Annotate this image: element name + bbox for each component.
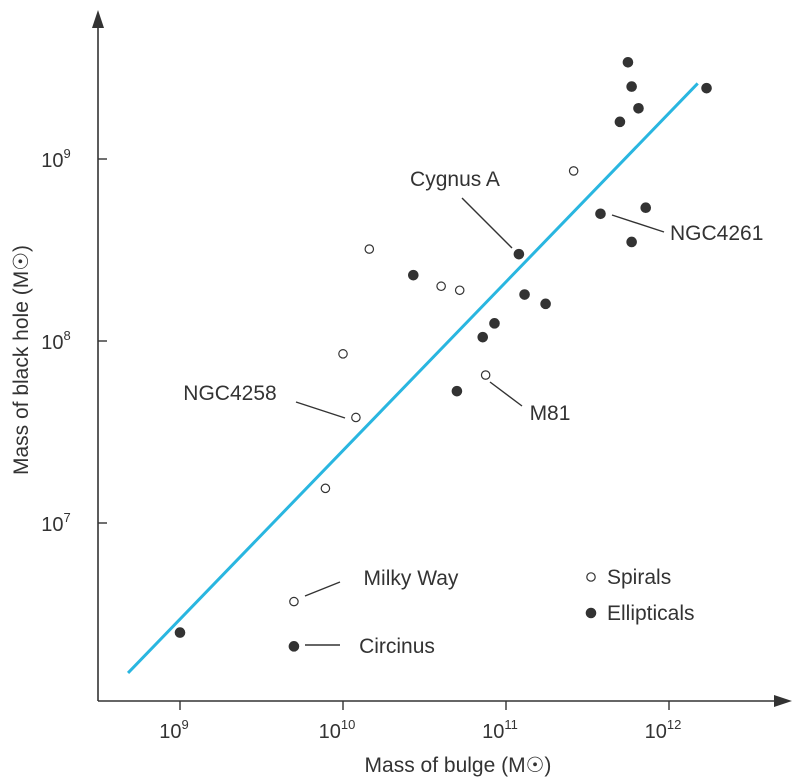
x-tick-label: 1010 — [319, 717, 356, 743]
y-ticks: 107 108 109 — [41, 146, 107, 536]
legend: Spirals Ellipticals — [585, 566, 695, 625]
spiral-point — [364, 244, 375, 254]
x-axis-arrow — [774, 695, 792, 707]
x-tick-label: 1012 — [645, 717, 682, 743]
elliptical-point — [174, 627, 186, 638]
annotation-leader — [611, 214, 665, 233]
annotation-label: NGC4261 — [670, 222, 763, 245]
annotation-label: Milky Way — [364, 567, 459, 590]
elliptical-point — [595, 208, 606, 220]
spiral-point — [289, 596, 299, 607]
annotation-label: NGC4258 — [183, 382, 276, 405]
spiral-point — [338, 349, 348, 359]
spiral-point — [320, 483, 331, 494]
spiral-point — [436, 281, 446, 292]
y-tick-label: 107 — [41, 510, 70, 536]
annotation-label: M81 — [530, 402, 571, 425]
x-tick-label: 1011 — [482, 717, 518, 743]
legend-marker-spirals — [586, 572, 596, 582]
elliptical-point — [622, 56, 634, 68]
spiral-point — [568, 166, 579, 176]
elliptical-point — [640, 202, 652, 214]
y-tick-label: 109 — [41, 146, 70, 172]
annotation-leaders — [295, 197, 665, 646]
annotation-leader — [489, 381, 523, 407]
elliptical-point — [614, 116, 626, 128]
y-tick-label: 108 — [41, 328, 70, 354]
spiral-point — [454, 285, 465, 296]
annotation-leader — [304, 581, 341, 597]
legend-label-ellipticals: Ellipticals — [607, 602, 695, 625]
elliptical-point — [477, 331, 489, 343]
elliptical-point — [701, 82, 712, 94]
elliptical-point — [626, 81, 637, 92]
x-ticks: 109 1010 1011 1012 — [159, 701, 681, 743]
spiral-point — [351, 412, 361, 423]
elliptical-point — [633, 102, 644, 114]
x-axis-title: Mass of bulge (M☉) — [365, 754, 552, 777]
annotation-label: Circinus — [359, 635, 435, 658]
annotation-leader — [295, 401, 346, 419]
annotations: Cygnus A NGC4261 NGC4258 M81 Milky Way Circin… — [183, 168, 763, 658]
elliptical-point — [513, 248, 525, 260]
elliptical-point — [519, 289, 530, 300]
annotation-leader — [461, 197, 513, 249]
axes — [92, 10, 792, 707]
annotation-label: Cygnus A — [410, 168, 500, 191]
spiral-point — [480, 370, 491, 380]
elliptical-point — [489, 318, 500, 329]
fit-line — [126, 82, 699, 674]
elliptical-point — [451, 385, 463, 397]
y-axis-arrow — [92, 10, 104, 28]
data-points — [174, 56, 712, 652]
x-tick-label: 109 — [159, 717, 188, 743]
y-axis-title: Mass of black hole (M☉) — [10, 245, 33, 475]
elliptical-point — [288, 641, 300, 652]
elliptical-point — [540, 298, 551, 310]
legend-label-spirals: Spirals — [607, 566, 671, 589]
elliptical-point — [408, 269, 419, 281]
legend-marker-ellipticals — [585, 607, 597, 619]
elliptical-point — [626, 236, 637, 248]
